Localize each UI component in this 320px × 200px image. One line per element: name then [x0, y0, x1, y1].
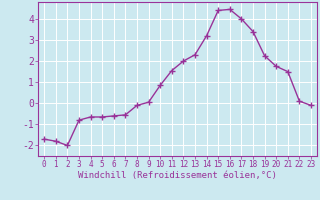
X-axis label: Windchill (Refroidissement éolien,°C): Windchill (Refroidissement éolien,°C)	[78, 171, 277, 180]
